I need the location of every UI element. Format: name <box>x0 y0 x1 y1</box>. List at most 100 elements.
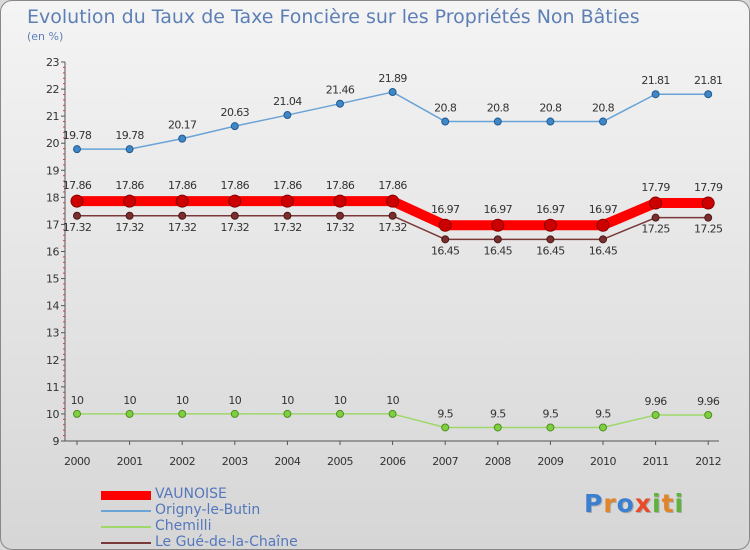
legend-swatch <box>101 526 151 528</box>
point-origny-le-butin <box>125 145 134 154</box>
point-le-gue-de-la-chaine <box>230 211 239 220</box>
data-label-chemilli: 10 <box>386 394 399 407</box>
data-label-le-gue-de-la-chaine: 16.45 <box>431 244 460 257</box>
x-tick-label: 2005 <box>327 455 353 468</box>
point-vaunoise <box>123 194 137 208</box>
logo-letter: P <box>584 489 604 518</box>
point-origny-le-butin <box>336 99 344 108</box>
point-vaunoise <box>70 194 84 208</box>
data-label-chemilli: 10 <box>228 394 241 407</box>
x-tick-label: 2008 <box>485 455 511 468</box>
x-tick-label: 2007 <box>432 455 458 468</box>
data-label-origny-le-butin: 20.8 <box>539 102 562 115</box>
series-layer <box>70 88 715 432</box>
data-label-le-gue-de-la-chaine: 17.25 <box>694 223 723 236</box>
point-le-gue-de-la-chaine <box>283 211 292 220</box>
proxiti-logo: Proxiti <box>584 489 684 518</box>
point-chemilli <box>599 423 607 432</box>
point-vaunoise <box>175 194 189 208</box>
x-tick-label: 2012 <box>695 455 721 468</box>
point-le-gue-de-la-chaine <box>651 213 660 222</box>
y-tick-label: 16 <box>46 246 59 259</box>
legend-label: VAUNOISE <box>155 486 227 502</box>
point-origny-le-butin <box>651 90 660 99</box>
data-label-vaunoise: 17.86 <box>221 179 250 192</box>
point-le-gue-de-la-chaine <box>388 211 397 220</box>
data-label-le-gue-de-la-chaine: 17.32 <box>168 221 197 234</box>
y-tick-label: 22 <box>46 83 59 96</box>
x-tick-label: 2004 <box>274 455 300 468</box>
y-tick-label: 13 <box>46 327 59 340</box>
logo-letter: o <box>616 489 635 518</box>
data-label-vaunoise: 16.97 <box>536 203 565 216</box>
point-chemilli <box>336 409 344 418</box>
data-label-chemilli: 10 <box>176 394 189 407</box>
x-tick-label: 2009 <box>537 455 563 468</box>
point-chemilli <box>230 409 239 418</box>
x-tick-label: 2006 <box>380 455 406 468</box>
y-tick-label: 20 <box>46 137 59 150</box>
legend-swatch <box>101 542 151 544</box>
chart-title: Evolution du Taux de Taxe Foncière sur l… <box>27 6 640 28</box>
data-label-origny-le-butin: 20.8 <box>487 102 510 115</box>
point-chemilli <box>704 411 713 420</box>
point-vaunoise <box>649 196 663 210</box>
x-tick-label: 2001 <box>117 455 143 468</box>
data-label-le-gue-de-la-chaine: 16.45 <box>484 244 513 257</box>
point-chemilli <box>73 409 81 418</box>
legend-swatch <box>101 490 151 500</box>
data-label-chemilli: 9.5 <box>490 407 506 420</box>
legend-label: Origny-le-Butin <box>155 502 261 518</box>
data-label-origny-le-butin: 20.8 <box>592 102 615 115</box>
legend-swatch <box>101 510 151 512</box>
data-label-chemilli: 10 <box>281 394 294 407</box>
point-origny-le-butin <box>704 90 713 99</box>
data-label-le-gue-de-la-chaine: 16.45 <box>589 244 618 257</box>
point-vaunoise <box>333 194 347 208</box>
data-label-origny-le-butin: 20.8 <box>434 102 457 115</box>
data-label-le-gue-de-la-chaine: 17.32 <box>273 221 302 234</box>
point-origny-le-butin <box>178 134 187 143</box>
data-label-origny-le-butin: 21.46 <box>326 84 355 97</box>
data-label-origny-le-butin: 20.63 <box>221 106 250 119</box>
data-labels: 17.86 17.86 17.86 17.86 17.86 17.86 17.86 16.97… <box>63 72 724 420</box>
x-tick-label: 2003 <box>222 455 248 468</box>
point-le-gue-de-la-chaine <box>125 211 134 220</box>
data-label-chemilli: 10 <box>71 394 84 407</box>
legend-label: Chemilli <box>155 518 212 534</box>
data-label-chemilli: 10 <box>334 394 347 407</box>
point-vaunoise <box>280 194 294 208</box>
data-label-le-gue-de-la-chaine: 17.32 <box>115 221 144 234</box>
logo-letter: i <box>674 489 685 518</box>
point-chemilli <box>388 409 397 418</box>
data-label-le-gue-de-la-chaine: 17.32 <box>63 221 92 234</box>
point-chemilli <box>178 409 187 418</box>
y-tick-label: 10 <box>46 408 59 421</box>
point-chemilli <box>493 423 502 432</box>
point-origny-le-butin <box>230 122 239 131</box>
data-label-vaunoise: 16.97 <box>484 203 513 216</box>
point-chemilli <box>546 423 555 432</box>
data-label-vaunoise: 17.79 <box>694 181 723 194</box>
point-le-gue-de-la-chaine <box>546 235 555 244</box>
data-label-vaunoise: 17.86 <box>273 179 302 192</box>
data-label-vaunoise: 17.86 <box>168 179 197 192</box>
data-label-origny-le-butin: 21.81 <box>694 74 723 87</box>
point-chemilli <box>651 411 660 420</box>
data-label-vaunoise: 17.86 <box>326 179 355 192</box>
data-label-le-gue-de-la-chaine: 17.32 <box>326 221 355 234</box>
point-le-gue-de-la-chaine <box>441 235 450 244</box>
point-origny-le-butin <box>493 117 502 126</box>
logo-letter: i <box>652 489 662 518</box>
point-le-gue-de-la-chaine <box>336 211 344 220</box>
x-tick-label: 2002 <box>169 455 195 468</box>
data-label-origny-le-butin: 19.78 <box>63 129 92 142</box>
point-chemilli <box>441 423 450 432</box>
x-tick-label: 2011 <box>643 455 669 468</box>
point-le-gue-de-la-chaine <box>599 235 607 244</box>
point-origny-le-butin <box>73 145 81 154</box>
point-chemilli <box>125 409 134 418</box>
unit-label: (en %) <box>27 30 64 43</box>
point-origny-le-butin <box>546 117 555 126</box>
